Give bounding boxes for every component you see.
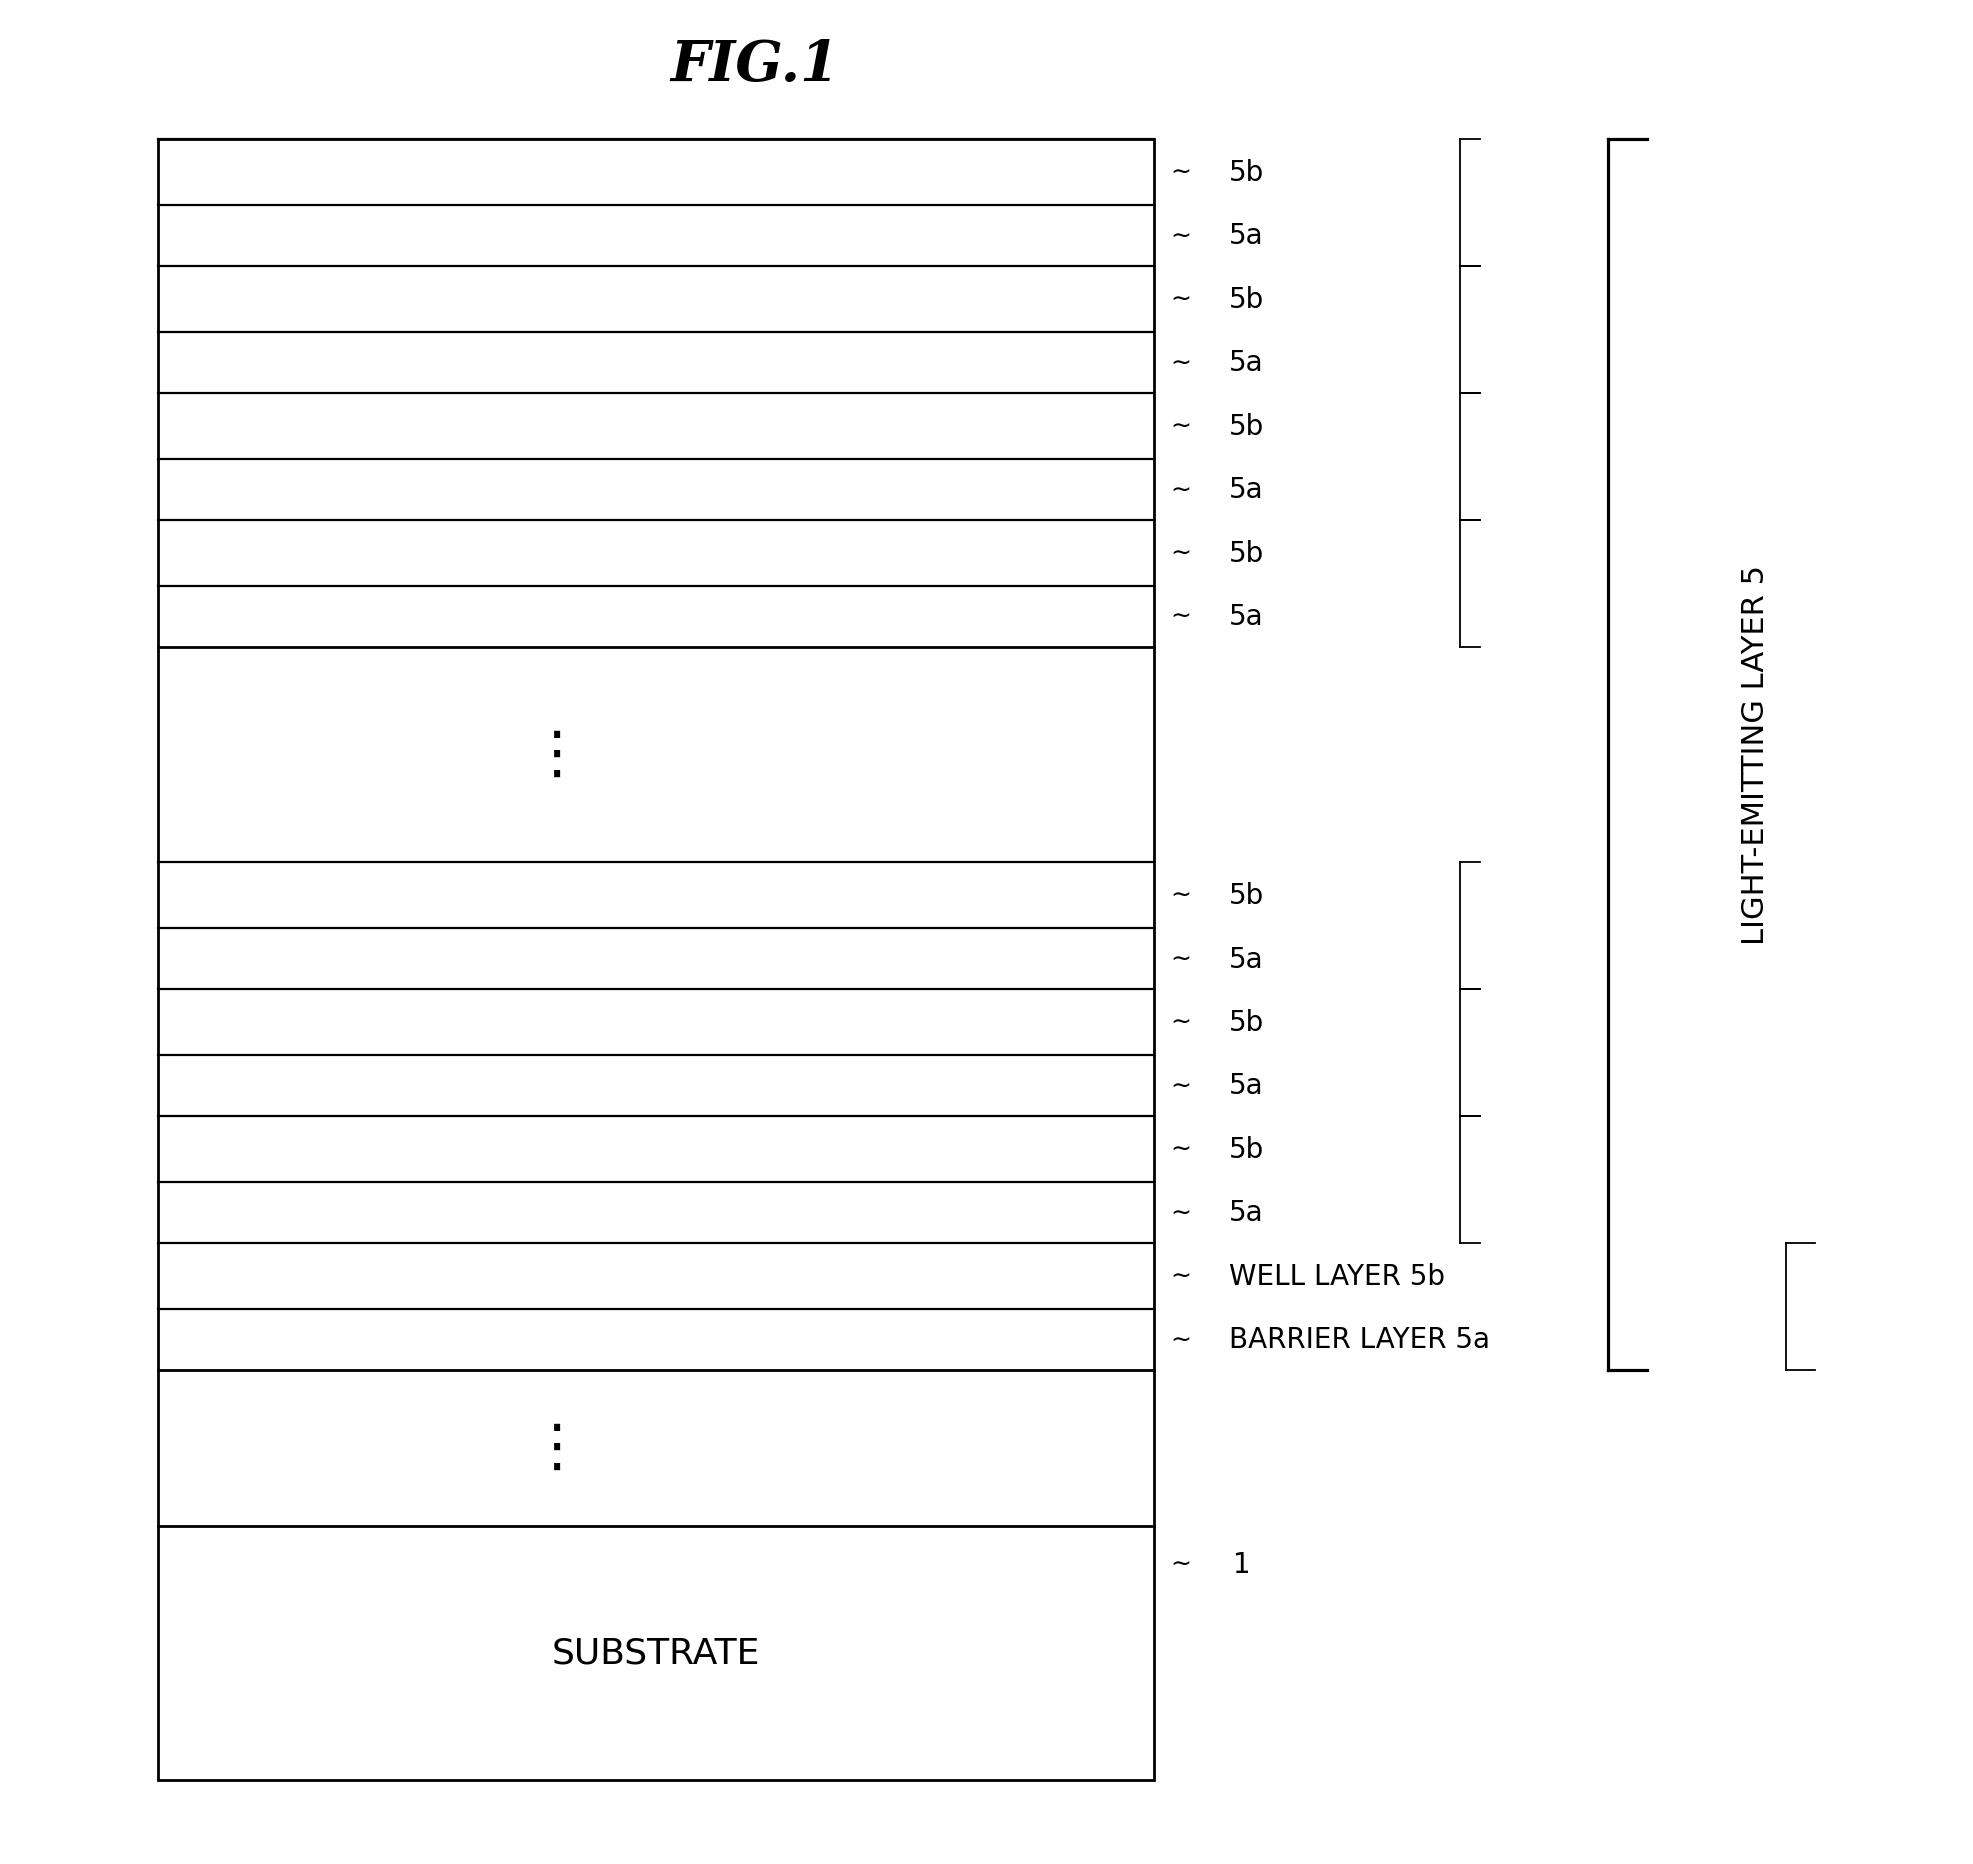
Text: 5a: 5a <box>1229 349 1265 377</box>
Text: ∼: ∼ <box>1170 477 1192 501</box>
Text: 5a: 5a <box>1229 222 1265 250</box>
Text: 5b: 5b <box>1229 412 1265 440</box>
Text: 5a: 5a <box>1229 1072 1265 1100</box>
Text: 5a: 5a <box>1229 1199 1265 1227</box>
Text: 5b: 5b <box>1229 1135 1265 1163</box>
Text: ∼: ∼ <box>1170 350 1192 375</box>
Text: 5b: 5b <box>1229 285 1265 313</box>
Text: FIG.1: FIG.1 <box>671 37 839 93</box>
Text: 5b: 5b <box>1229 158 1265 186</box>
Text: 5b: 5b <box>1229 539 1265 567</box>
Text: ∼: ∼ <box>1170 947 1192 971</box>
Text: ∼: ∼ <box>1170 1137 1192 1161</box>
Text: ∼: ∼ <box>1170 541 1192 565</box>
Text: ∼: ∼ <box>1170 1553 1192 1575</box>
Text: 5a: 5a <box>1229 602 1265 630</box>
Text: WELL LAYER 5b: WELL LAYER 5b <box>1229 1262 1444 1290</box>
Text: ∼: ∼ <box>1170 160 1192 185</box>
Text: 5b: 5b <box>1229 882 1265 910</box>
Text: 5a: 5a <box>1229 945 1265 973</box>
Text: LIGHT-EMITTING LAYER 5: LIGHT-EMITTING LAYER 5 <box>1742 565 1770 945</box>
Text: BARRIER LAYER 5a: BARRIER LAYER 5a <box>1229 1325 1490 1353</box>
Bar <box>158 140 1154 1780</box>
Text: 5a: 5a <box>1229 475 1265 503</box>
Text: ∼: ∼ <box>1170 414 1192 438</box>
Text: ∼: ∼ <box>1170 1200 1192 1225</box>
Text: SUBSTRATE: SUBSTRATE <box>552 1637 760 1670</box>
Text: 1: 1 <box>1233 1551 1251 1579</box>
Text: ∼: ∼ <box>1170 1074 1192 1098</box>
Text: ⋮: ⋮ <box>529 727 586 783</box>
Text: ⋮: ⋮ <box>529 1420 586 1476</box>
Text: ∼: ∼ <box>1170 1010 1192 1035</box>
Text: ∼: ∼ <box>1170 884 1192 908</box>
Text: ∼: ∼ <box>1170 1264 1192 1288</box>
Text: ∼: ∼ <box>1170 287 1192 311</box>
Text: ∼: ∼ <box>1170 1327 1192 1351</box>
Text: ∼: ∼ <box>1170 604 1192 628</box>
Text: 5b: 5b <box>1229 1008 1265 1036</box>
Text: ∼: ∼ <box>1170 224 1192 248</box>
